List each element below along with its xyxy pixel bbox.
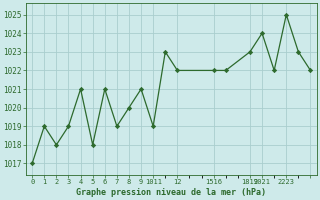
- X-axis label: Graphe pression niveau de la mer (hPa): Graphe pression niveau de la mer (hPa): [76, 188, 266, 197]
